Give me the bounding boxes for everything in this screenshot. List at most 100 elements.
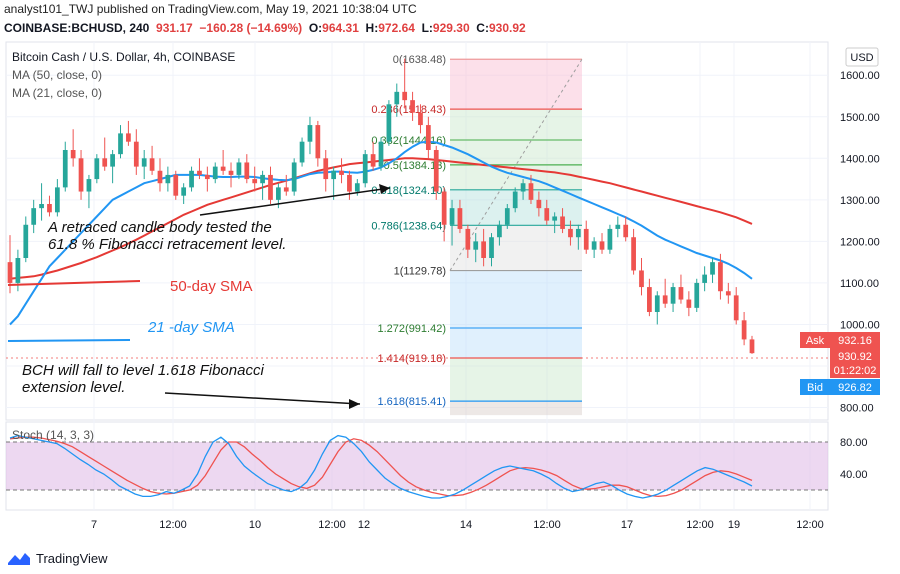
- candle-body-76: [607, 228, 613, 250]
- stoch-label: Stoch (14, 3, 3): [12, 428, 94, 442]
- candle-body-42: [339, 170, 344, 175]
- candle-body-85: [678, 287, 684, 300]
- svg-text:Ask: Ask: [806, 335, 825, 347]
- fib-label-1: 0.236(1518.43): [371, 104, 446, 116]
- tradingview-footer[interactable]: TradingView: [8, 548, 108, 568]
- candle-89: [710, 258, 715, 283]
- candle-body-36: [291, 162, 297, 192]
- candle-51: [410, 91, 415, 121]
- candle-body-39: [315, 125, 321, 159]
- candle-body-88: [702, 274, 708, 283]
- candle-7: [62, 141, 68, 192]
- symbol: COINBASE:BCHUSD, 240: [4, 21, 150, 35]
- open-value: 964.31: [322, 21, 359, 35]
- candle-body-38: [307, 125, 313, 142]
- candle-0: [7, 235, 13, 294]
- time-tick-3: 12:00: [318, 519, 346, 531]
- candle-body-67: [536, 199, 542, 209]
- ask-tag: Ask 932.16: [800, 332, 880, 348]
- candle-body-9: [78, 158, 84, 192]
- price-axis[interactable]: 800.00900.001000.001100.001200.001300.00…: [840, 70, 880, 481]
- candle-body-75: [599, 241, 605, 250]
- candle-body-70: [560, 216, 565, 229]
- time-axis[interactable]: 7 12:00 10 12:00 12 14 12:00 17 12:00 19 12:00: [91, 519, 824, 531]
- candle-body-45: [362, 154, 368, 184]
- candle-body-10: [86, 179, 92, 192]
- currency-button[interactable]: [845, 47, 879, 67]
- candle-77: [615, 216, 621, 238]
- candle-52: [418, 104, 423, 134]
- candle-body-92: [733, 295, 739, 321]
- candle-8: [70, 129, 76, 167]
- candle-48: [386, 100, 392, 146]
- candle-38: [307, 116, 313, 155]
- candle-42: [339, 158, 344, 184]
- time-tick-8: 12:00: [686, 519, 714, 531]
- candle-31: [252, 166, 258, 192]
- candle-body-77: [615, 224, 621, 229]
- time-tick-9: 19: [728, 519, 740, 531]
- candle-76: [607, 224, 613, 254]
- main-pane[interactable]: [5, 41, 829, 421]
- price-tick-1200: 1200.00: [840, 236, 880, 248]
- footer-brand: TradingView: [36, 550, 108, 566]
- candle-39: [315, 120, 321, 167]
- candle-81: [647, 278, 652, 317]
- candle-body-16: [133, 141, 139, 167]
- fib-label-5: 0.786(1238.64): [371, 220, 446, 232]
- candle-body-57: [457, 208, 463, 229]
- close-label: C:: [476, 21, 489, 35]
- candle-body-84: [670, 287, 676, 304]
- candle-body-90: [718, 262, 723, 292]
- retrace-note-line2: 61.8 % Fibonacci retracement level.: [48, 236, 286, 253]
- candle-16: [133, 129, 139, 175]
- fib-label-4: 0.618(1324.10): [371, 185, 446, 197]
- candle-body-53: [425, 125, 431, 150]
- candle-55: [441, 187, 447, 242]
- candle-body-23: [189, 170, 194, 188]
- candle-88: [702, 266, 708, 292]
- candle-body-31: [252, 179, 258, 184]
- fibonacci-tool[interactable]: 0(1638.48)0.236(1518.43)0.382(1444.16)0.…: [6, 54, 828, 416]
- low-value: 929.30: [432, 21, 470, 35]
- candle-body-52: [418, 112, 423, 126]
- candle-body-32: [260, 174, 265, 184]
- candle-body-48: [386, 104, 392, 142]
- fib-label-8: 1.414(919.18): [378, 353, 447, 365]
- candle-body-81: [647, 287, 652, 312]
- candle-41: [331, 166, 337, 200]
- price-chart[interactable]: 0(1638.48)0.236(1518.43)0.382(1444.16)0.…: [0, 38, 900, 546]
- candle-body-83: [662, 295, 668, 304]
- candle-body-74: [591, 241, 597, 250]
- candle-65: [520, 179, 526, 200]
- stoch-tick-40: 40.00: [840, 469, 868, 481]
- stoch-band: [6, 442, 828, 490]
- candle-body-11: [94, 158, 100, 180]
- candle-92: [733, 287, 739, 325]
- candle-43: [347, 170, 352, 200]
- candle-36: [291, 158, 297, 196]
- candle-body-0: [7, 262, 13, 283]
- tradingview-logo-icon: [8, 553, 30, 565]
- candle-body-46: [370, 154, 376, 167]
- candle-body-14: [118, 133, 123, 155]
- candle-body-25: [204, 174, 210, 180]
- candle-80: [639, 258, 644, 296]
- candle-body-40: [323, 158, 329, 180]
- candle-body-8: [70, 150, 76, 159]
- candle-22: [181, 183, 187, 204]
- candle-74: [591, 237, 597, 258]
- sma50-guide: [7, 280, 141, 286]
- candle-24: [197, 158, 202, 180]
- price-change: −160.28 (−14.69%): [199, 21, 303, 35]
- candle-body-20: [165, 174, 171, 184]
- symbol-info-bar: COINBASE:BCHUSD, 240 931.17 −160.28 (−14…: [0, 20, 900, 36]
- candle-33: [268, 166, 273, 204]
- candle-body-80: [639, 270, 644, 288]
- candle-body-64: [512, 191, 518, 209]
- candle-body-94: [749, 339, 755, 354]
- svg-text:926.82: 926.82: [838, 382, 872, 394]
- candle-14: [118, 125, 123, 159]
- candle-70: [560, 208, 565, 234]
- candle-body-87: [694, 282, 700, 308]
